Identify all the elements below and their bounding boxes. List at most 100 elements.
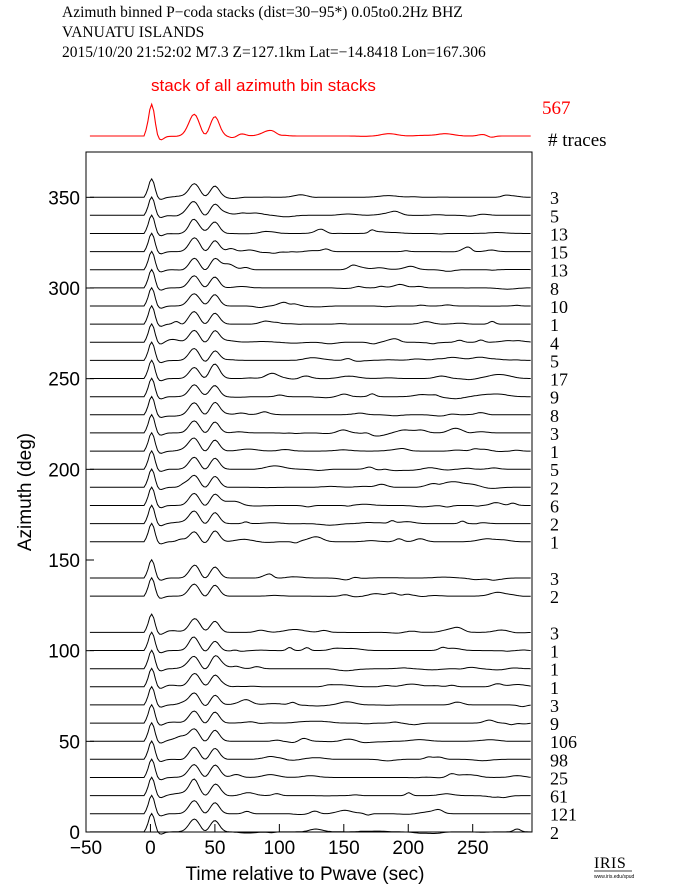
- azimuth-trace: [89, 703, 531, 726]
- trace-count-label: 2: [550, 478, 559, 498]
- trace-count-label: 5: [550, 206, 559, 226]
- azimuth-trace: [89, 758, 531, 781]
- azimuth-trace: [89, 232, 531, 255]
- trace-count-label: 8: [550, 406, 559, 426]
- y-tick-label: 0: [69, 823, 80, 844]
- trace-count-label: 121: [550, 805, 577, 825]
- trace-count-label: 4: [550, 333, 559, 353]
- trace-count-label: 3: [550, 569, 559, 589]
- y-tick-label: 300: [48, 279, 80, 300]
- trace-count-label: 3: [550, 188, 559, 208]
- trace-count-label: 1: [550, 678, 559, 698]
- azimuth-trace: [89, 177, 531, 200]
- x-tick-label: 0: [145, 838, 156, 859]
- trace-count-label: 15: [550, 243, 568, 263]
- stack-count: 567: [542, 98, 571, 119]
- y-tick-label: 200: [48, 460, 80, 481]
- azimuth-trace: [89, 359, 531, 382]
- stack-trace: [89, 102, 531, 141]
- iris-logo: IRIS www.iris.edu/spud: [594, 855, 635, 880]
- azimuth-trace: [89, 776, 531, 799]
- trace-count-label: 5: [550, 460, 559, 480]
- azimuth-trace: [89, 558, 531, 581]
- trace-count-label: 9: [550, 388, 559, 408]
- iris-logo-text: IRIS: [594, 855, 626, 872]
- trace-count-label: 3: [550, 424, 559, 444]
- azimuth-trace: [89, 304, 531, 327]
- azimuth-trace: [89, 504, 531, 527]
- trace-count-label: 13: [550, 224, 568, 244]
- trace-count-label: 8: [550, 279, 559, 299]
- azimuth-trace: [89, 486, 531, 509]
- stack-waveform-group: [89, 102, 531, 141]
- y-tick-label: 50: [59, 732, 80, 753]
- count-label-group: 3513151381014517983152621323111391069825…: [550, 188, 577, 843]
- trace-group: [89, 177, 531, 835]
- azimuth-trace: [89, 250, 531, 273]
- header-line-1: Azimuth binned P−coda stacks (dist=30−95…: [62, 4, 463, 21]
- azimuth-trace: [89, 649, 531, 672]
- azimuth-trace: [89, 522, 531, 545]
- trace-count-label: 1: [550, 315, 559, 335]
- iris-logo-url: www.iris.edu/spud: [594, 874, 635, 880]
- trace-count-label: 1: [550, 660, 559, 680]
- azimuth-trace: [89, 613, 531, 635]
- x-tick-label: 100: [264, 838, 296, 859]
- trace-count-label: 2: [550, 587, 559, 607]
- azimuth-trace: [89, 685, 531, 708]
- trace-count-label: 106: [550, 732, 577, 752]
- azimuth-trace: [89, 631, 531, 654]
- x-tick-label: 50: [204, 838, 225, 859]
- trace-count-label: 3: [550, 623, 559, 643]
- x-tick-label: 200: [392, 838, 424, 859]
- trace-count-label: 2: [550, 823, 559, 843]
- y-tick-label: 250: [48, 370, 80, 391]
- azimuth-trace: [89, 195, 531, 219]
- trace-count-label: 1: [550, 533, 559, 553]
- count-header: # traces: [548, 130, 607, 151]
- y-axis-ticks: 0 50 100 150 200 250 300 350: [48, 188, 94, 844]
- azimuth-trace: [89, 431, 531, 454]
- trace-count-label: 13: [550, 261, 568, 281]
- trace-count-label: 5: [550, 351, 559, 371]
- azimuth-trace: [89, 449, 531, 472]
- y-tick-label: 100: [48, 642, 80, 663]
- trace-count-label: 1: [550, 642, 559, 662]
- azimuth-trace: [89, 395, 531, 419]
- azimuth-trace: [89, 268, 531, 291]
- azimuth-trace: [89, 322, 531, 345]
- plot-frame: [85, 151, 533, 833]
- trace-count-label: 3: [550, 696, 559, 716]
- header-line-2: VANUATU ISLANDS: [62, 24, 204, 41]
- trace-count-label: 9: [550, 714, 559, 734]
- trace-count-label: 10: [550, 297, 568, 317]
- azimuth-trace: [89, 467, 531, 491]
- trace-count-label: 61: [550, 787, 568, 807]
- x-tick-label: 150: [328, 838, 360, 859]
- trace-count-label: 6: [550, 496, 559, 516]
- trace-count-label: 2: [550, 515, 559, 535]
- y-axis-label: Azimuth (deg): [15, 433, 36, 551]
- azimuth-trace: [89, 812, 531, 835]
- azimuth-trace: [89, 341, 531, 364]
- x-axis-ticks: −50 0 50 100 150 200 250: [70, 824, 489, 859]
- y-tick-label: 350: [48, 188, 80, 209]
- trace-count-label: 17: [550, 370, 568, 390]
- x-tick-label: −50: [70, 838, 102, 859]
- header-line-3: 2015/10/20 21:52:02 M7.3 Z=127.1km Lat=−…: [62, 44, 486, 61]
- azimuth-trace: [89, 667, 531, 689]
- azimuth-trace: [89, 377, 531, 400]
- azimuth-trace: [89, 794, 531, 817]
- azimuth-trace: [89, 721, 531, 744]
- azimuth-trace: [89, 576, 531, 599]
- trace-count-label: 1: [550, 442, 559, 462]
- azimuth-trace: [89, 413, 531, 437]
- azimuth-trace: [89, 214, 531, 237]
- y-tick-label: 150: [48, 551, 80, 572]
- trace-count-label: 98: [550, 750, 568, 770]
- azimuth-trace: [89, 286, 531, 309]
- stack-label: stack of all azimuth bin stacks: [151, 76, 376, 95]
- x-tick-label: 250: [457, 838, 489, 859]
- azimuth-trace: [89, 739, 531, 763]
